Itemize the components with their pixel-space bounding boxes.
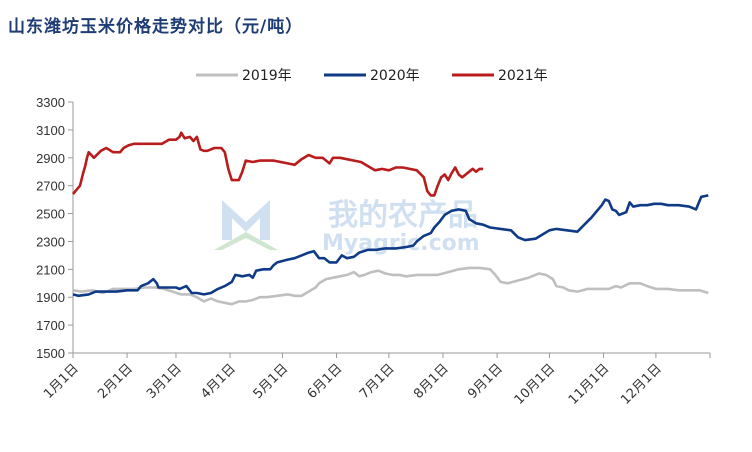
y-tick-label: 1500 [36, 346, 65, 361]
legend-item-2020: 2020年 [324, 68, 420, 84]
y-axis-ticks: 1500 1700 1900 2100 2300 2500 2700 2900 3100 3300 [36, 95, 73, 361]
y-tick-label: 1700 [36, 318, 65, 333]
watermark-logo-icon [222, 200, 270, 240]
y-tick-label: 3100 [36, 123, 65, 138]
x-tick-label: 1月1日 [41, 361, 82, 402]
legend-label-2020: 2020年 [370, 68, 420, 84]
x-tick-label: 3月1日 [144, 361, 185, 402]
x-tick-label: 7月1日 [357, 361, 398, 402]
y-tick-label: 2500 [36, 207, 65, 222]
y-tick-label: 2900 [36, 151, 65, 166]
x-tick-label: 2月1日 [95, 361, 136, 402]
watermark-text-en: Myagric.com [322, 231, 480, 256]
x-axis-ticks: 1月1日 2月1日 3月1日 4月1日 5月1日 6月1日 7月1日 8月1日 9月1日 10月1… [41, 353, 711, 408]
x-tick-label: 4月1日 [198, 361, 239, 402]
series-layer [72, 131, 709, 306]
legend-label-2021: 2021年 [498, 68, 548, 84]
legend-label-2019: 2019年 [242, 68, 292, 84]
series-line-2019 [72, 266, 709, 306]
series-line-2021 [72, 131, 484, 197]
x-tick-label: 8月1日 [411, 361, 452, 402]
x-tick-label: 10月1日 [512, 361, 559, 408]
legend: 2019年 2020年 2021年 [196, 68, 548, 84]
watermark-text-cn: 我的农产品 [328, 198, 478, 233]
series-line-2020 [72, 194, 709, 298]
chart-title: 山东潍坊玉米价格走势对比（元/吨） [8, 17, 304, 37]
x-tick-label: 9月1日 [465, 361, 506, 402]
y-tick-label: 2300 [36, 234, 65, 249]
legend-item-2021: 2021年 [452, 68, 548, 84]
y-tick-label: 2700 [36, 179, 65, 194]
x-tick-label: 11月1日 [566, 361, 613, 408]
y-tick-label: 1900 [36, 290, 65, 305]
watermark-roof-icon [214, 232, 278, 250]
y-tick-label: 3300 [36, 95, 65, 110]
x-tick-label: 12月1日 [618, 361, 665, 408]
y-tick-label: 2100 [36, 262, 65, 277]
x-tick-label: 6月1日 [305, 361, 346, 402]
watermark: 我的农产品 Myagric.com [214, 198, 480, 256]
x-tick-label: 5月1日 [251, 361, 292, 402]
legend-item-2019: 2019年 [196, 68, 292, 84]
